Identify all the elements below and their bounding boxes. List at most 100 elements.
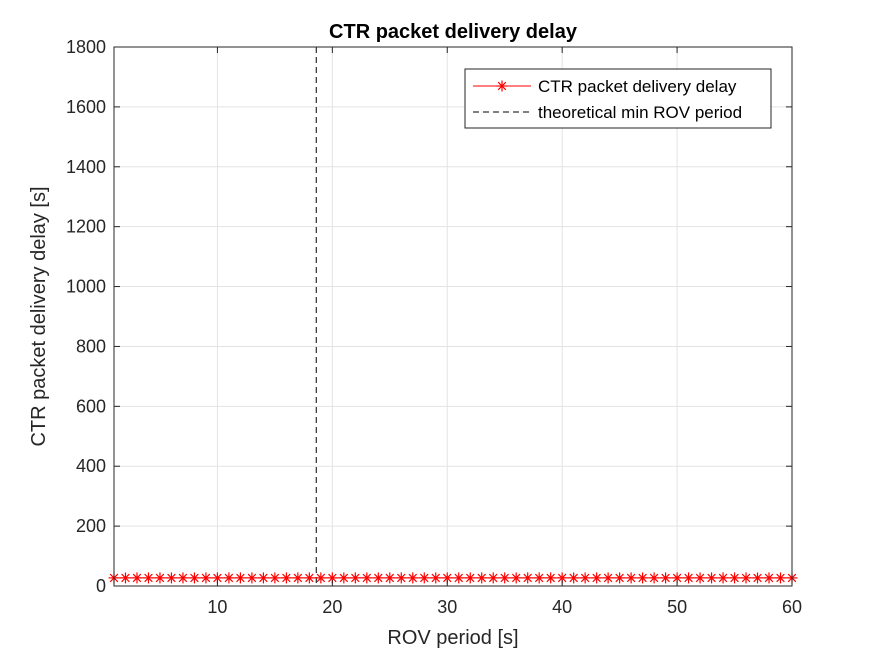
marker-stroke [385, 573, 395, 583]
marker-stroke [132, 573, 142, 583]
ctr-delay-point [752, 572, 764, 584]
ctr-delay-point [775, 572, 787, 584]
ctr-delay-point [154, 572, 166, 584]
marker-stroke [190, 573, 199, 583]
ctr-delay-point [487, 572, 499, 584]
legend-box [464, 68, 772, 129]
x-tick-label: 60 [782, 597, 802, 617]
y-tick-label: 200 [76, 516, 106, 536]
ctr-delay-point [763, 572, 775, 584]
ctr-delay-point [522, 572, 534, 584]
y-tick-label: 1600 [66, 97, 106, 117]
marker-stroke [764, 573, 774, 583]
plot-frame [113, 46, 793, 587]
marker-stroke [684, 573, 693, 583]
marker-stroke [511, 573, 521, 583]
ctr-delay-point [717, 572, 729, 584]
ctr-delay-point [453, 572, 465, 584]
x-tick-label: 50 [667, 597, 687, 617]
y-tick-label: 800 [76, 336, 106, 356]
marker-stroke [155, 573, 165, 583]
x-tick-label: 10 [207, 597, 227, 617]
marker-stroke [442, 573, 452, 583]
y-tick-label: 400 [76, 456, 106, 476]
marker-stroke [569, 573, 578, 583]
marker-stroke [649, 573, 659, 583]
ticks: 10 20 30 40 50 600200400600800100012001400160… [66, 37, 802, 617]
x-tick-label: 40 [552, 597, 572, 617]
marker-stroke [282, 573, 291, 583]
marker-stroke [534, 573, 544, 583]
ctr-delay-point [142, 572, 154, 584]
x-tick-label: 20 [322, 597, 342, 617]
ctr-delay-point [407, 572, 419, 584]
marker-stroke [408, 573, 418, 583]
plot-area [114, 47, 792, 586]
ctr-delay-point [706, 572, 718, 584]
marker-stroke [419, 573, 429, 583]
ctr-delay-point [476, 572, 488, 584]
ctr-delay-point [349, 572, 361, 584]
marker-stroke [339, 573, 349, 583]
ctr-delay-point [614, 572, 626, 584]
marker-stroke [454, 573, 464, 583]
ctr-delay-point [545, 572, 557, 584]
ctr-delay-point [533, 572, 545, 584]
ctr-delay-point [177, 572, 189, 584]
ctr-delay-point [131, 572, 143, 584]
ctr-delay-point [338, 572, 350, 584]
marker-stroke [270, 573, 280, 583]
ctr-delay-point [568, 572, 580, 584]
marker-stroke [523, 573, 532, 583]
ctr-delay-point [625, 572, 637, 584]
ctr-delay-point [430, 572, 442, 584]
legend-label-theoretical-min: theoretical min ROV period [538, 103, 742, 122]
marker-stroke [477, 573, 487, 583]
marker-stroke [236, 573, 245, 583]
marker-stroke [615, 573, 624, 583]
ctr-delay-point [372, 572, 384, 584]
ctr-delay-point [591, 572, 603, 584]
ctr-delay-point [200, 572, 212, 584]
marker-stroke [213, 573, 222, 583]
ctr-delay-point [637, 572, 649, 584]
ctr-delay-point [280, 572, 292, 584]
ctr-delay-point [234, 572, 246, 584]
ctr-delay-point [361, 572, 373, 584]
y-axis-label: CTR packet delivery delay [s] [28, 186, 50, 446]
legend-label-ctr-delay: CTR packet delivery delay [538, 77, 737, 96]
ctr-delay-point [660, 572, 672, 584]
marker-stroke [557, 573, 567, 583]
ctr-delay-point [740, 572, 752, 584]
marker-stroke [351, 573, 360, 583]
ctr-delay-point [464, 572, 476, 584]
marker-stroke [362, 573, 372, 583]
ctr-delay-point [418, 572, 430, 584]
marker-stroke [167, 573, 176, 583]
marker-stroke [500, 573, 509, 583]
ctr-delay-point [729, 572, 741, 584]
ctr-delay-point [223, 572, 235, 584]
marker-stroke [305, 573, 314, 583]
marker-stroke [638, 573, 647, 583]
legend: CTR packet delivery delay theoretical mi… [464, 68, 772, 129]
legend-marker-ctr-delay [496, 80, 508, 92]
marker-stroke [178, 573, 188, 583]
y-tick-label: 1800 [66, 37, 106, 57]
marker-stroke [144, 573, 153, 583]
ctr-delay-point [499, 572, 511, 584]
data-layer [108, 47, 798, 586]
ctr-delay-point [119, 572, 131, 584]
marker-stroke [316, 573, 326, 583]
marker-stroke [753, 573, 762, 583]
marker-stroke [397, 573, 406, 583]
marker-stroke [580, 573, 590, 583]
ctr-delay-point [292, 572, 304, 584]
marker-stroke [497, 81, 507, 91]
marker-stroke [718, 573, 728, 583]
marker-stroke [465, 573, 475, 583]
marker-stroke [247, 573, 257, 583]
marker-stroke [201, 573, 211, 583]
marker-stroke [546, 573, 555, 583]
